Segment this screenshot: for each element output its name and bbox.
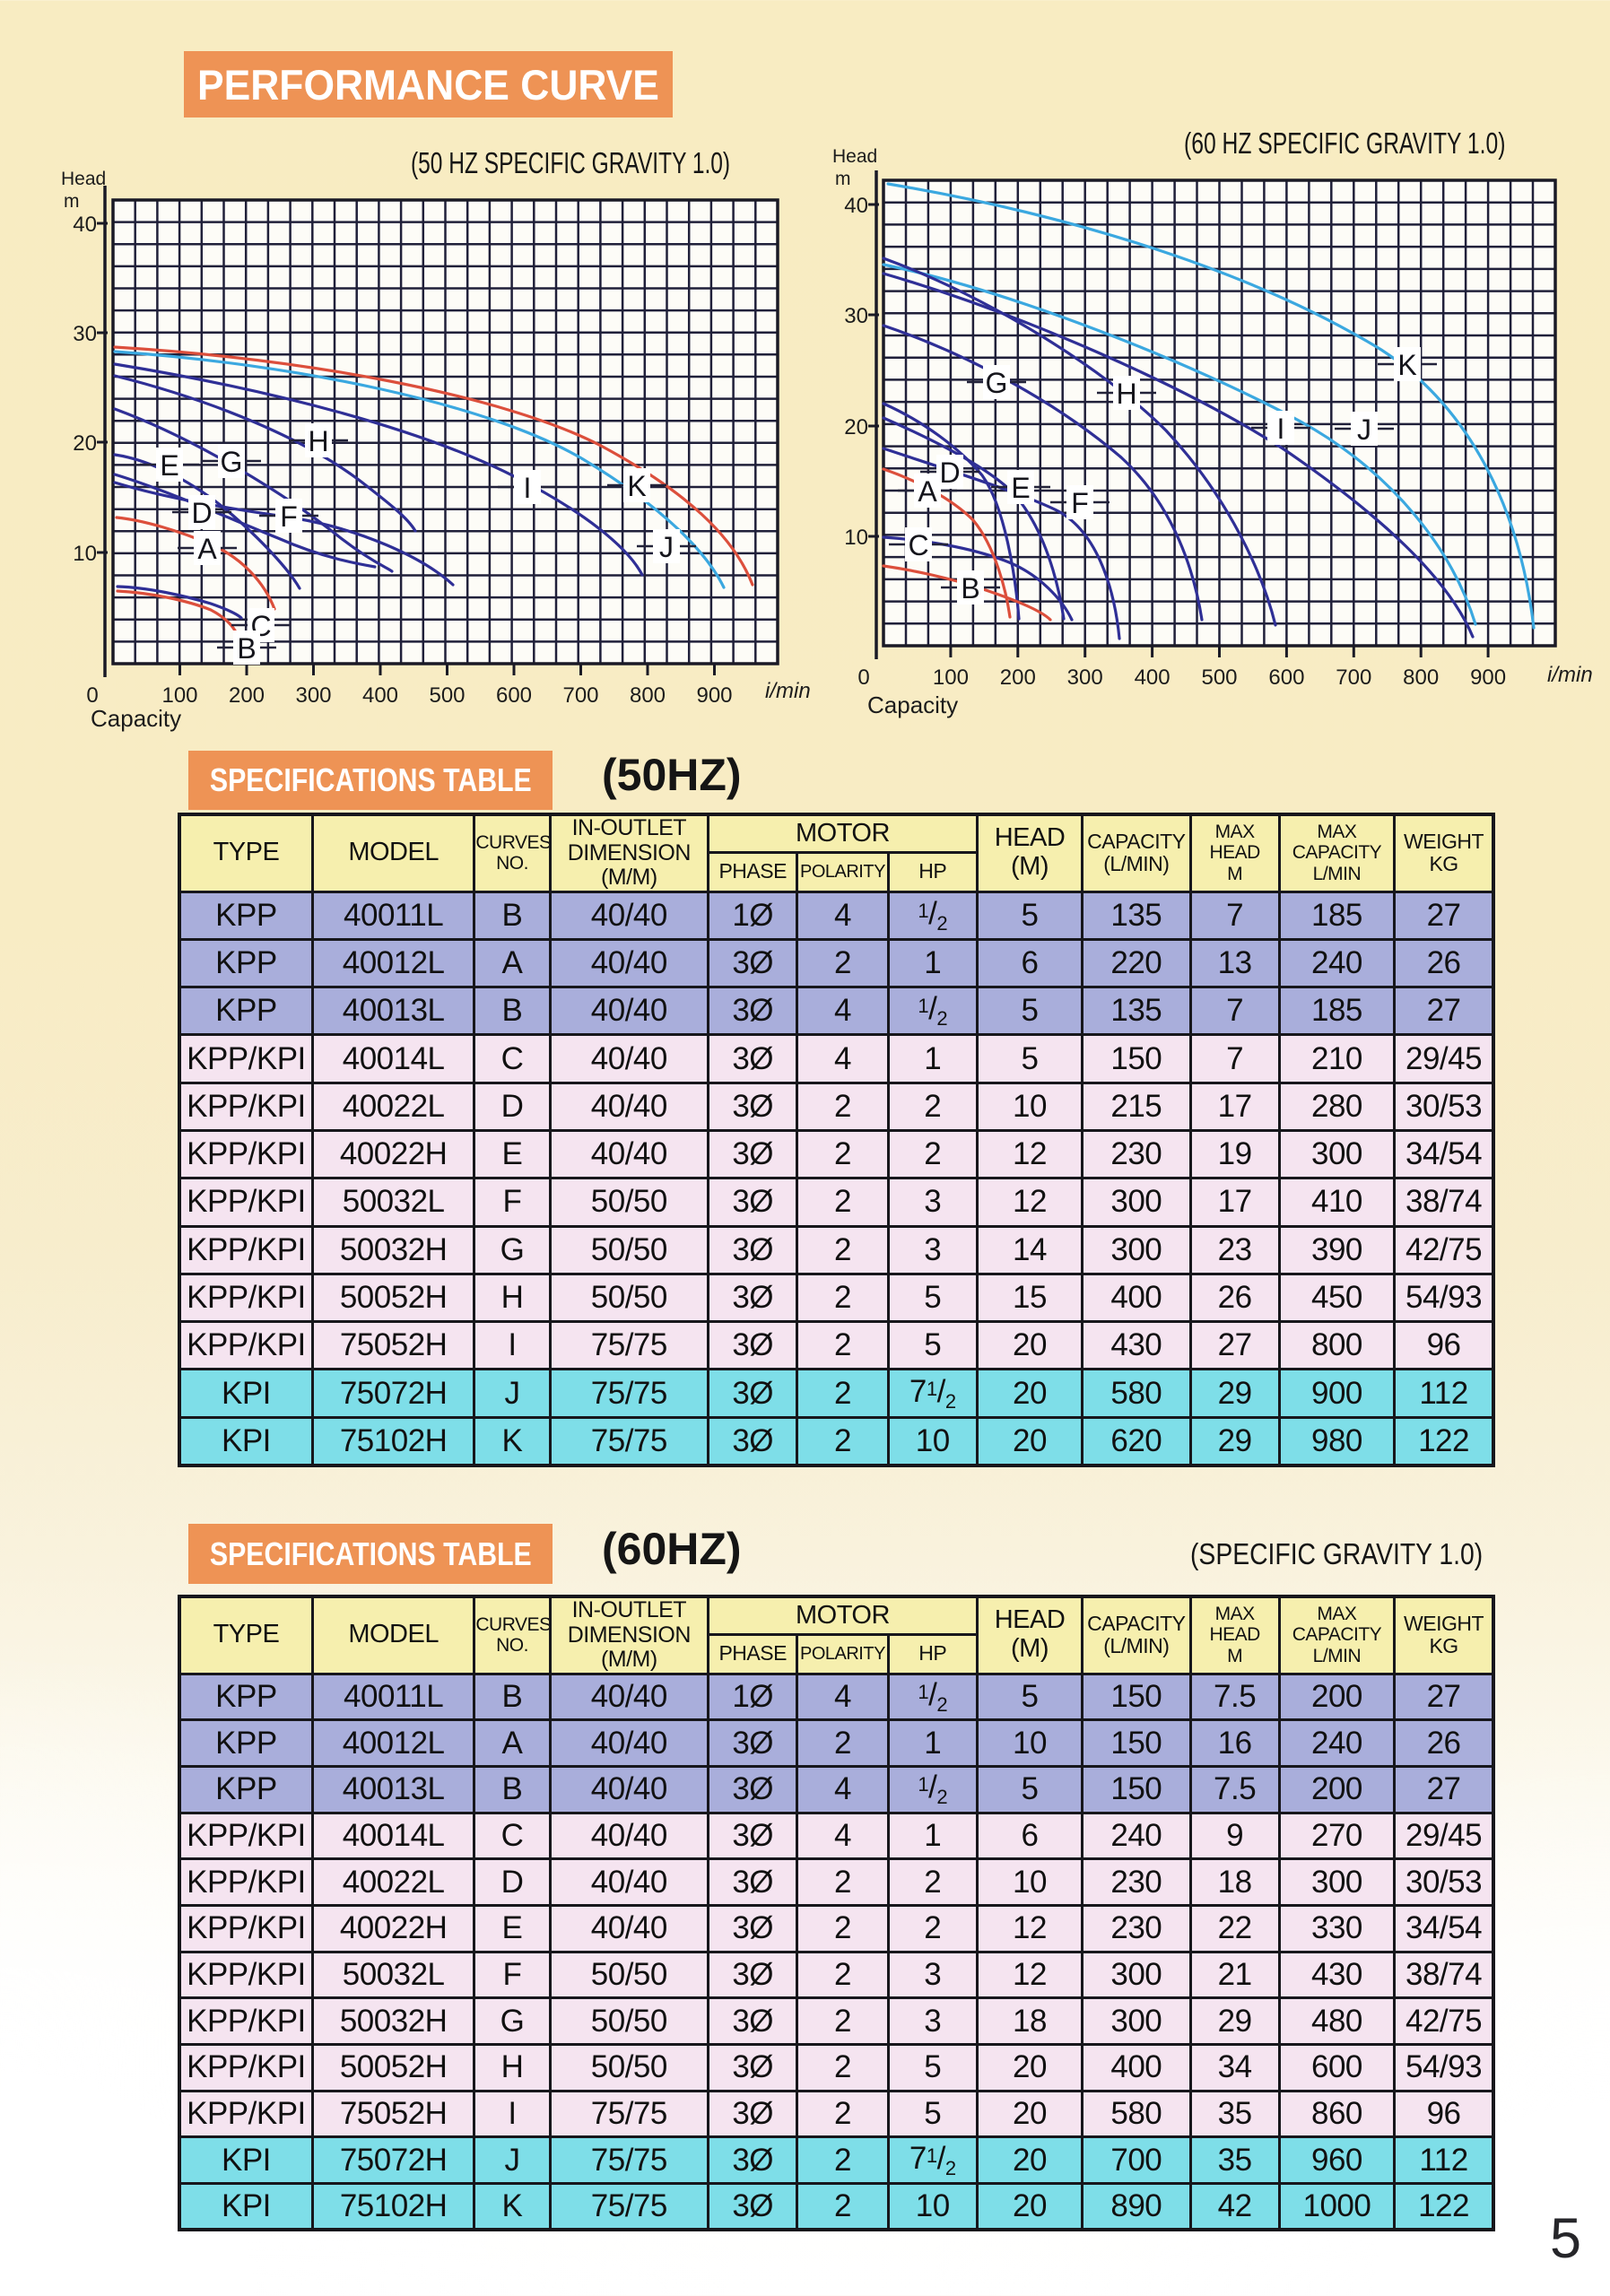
svg-text:200: 200	[229, 683, 265, 708]
svg-text:30: 30	[73, 322, 97, 346]
svg-text:800: 800	[630, 683, 666, 708]
svg-text:H: H	[308, 425, 328, 457]
svg-text:100: 100	[933, 665, 969, 690]
svg-text:G: G	[221, 446, 243, 478]
svg-text:20: 20	[73, 431, 97, 456]
svg-text:Head: Head	[61, 169, 106, 189]
svg-text:10: 10	[73, 542, 97, 566]
svg-text:B: B	[961, 572, 979, 604]
svg-text:300: 300	[295, 683, 331, 708]
svg-text:600: 600	[496, 683, 532, 708]
svg-text:m: m	[64, 191, 80, 212]
svg-text:D: D	[191, 497, 212, 529]
svg-text:300: 300	[1067, 665, 1103, 690]
svg-text:500: 500	[1201, 665, 1237, 690]
svg-text:F: F	[1071, 487, 1089, 519]
svg-text:A: A	[197, 533, 217, 565]
svg-text:40: 40	[73, 213, 97, 237]
svg-text:400: 400	[1135, 665, 1171, 690]
svg-text:100: 100	[161, 683, 197, 708]
svg-text:I: I	[1277, 413, 1285, 445]
svg-text:200: 200	[1000, 665, 1036, 690]
svg-text:i/min: i/min	[765, 679, 811, 703]
svg-text:800: 800	[1403, 665, 1439, 690]
svg-text:400: 400	[362, 683, 398, 708]
svg-text:700: 700	[562, 683, 598, 708]
svg-text:0: 0	[86, 683, 98, 708]
svg-text:0: 0	[857, 665, 869, 690]
svg-text:10: 10	[844, 526, 868, 550]
svg-text:G: G	[986, 367, 1008, 399]
svg-text:J: J	[1357, 413, 1371, 446]
svg-text:J: J	[659, 531, 674, 563]
svg-text:C: C	[908, 529, 928, 561]
svg-text:A: A	[918, 475, 937, 508]
svg-text:900: 900	[696, 683, 732, 708]
svg-text:I: I	[524, 472, 532, 504]
svg-text:Capacity: Capacity	[91, 705, 181, 732]
svg-text:i/min: i/min	[1547, 663, 1593, 687]
svg-text:30: 30	[844, 304, 868, 328]
svg-text:20: 20	[844, 415, 868, 439]
svg-text:B: B	[237, 632, 256, 665]
svg-text:E: E	[160, 449, 178, 482]
svg-text:500: 500	[429, 683, 465, 708]
svg-text:Capacity: Capacity	[867, 691, 958, 718]
svg-text:K: K	[1397, 349, 1416, 381]
svg-text:E: E	[1011, 472, 1030, 504]
svg-text:900: 900	[1470, 665, 1506, 690]
svg-text:Head: Head	[832, 146, 877, 167]
svg-text:K: K	[627, 470, 646, 502]
svg-text:H: H	[1116, 378, 1136, 410]
svg-text:F: F	[280, 500, 298, 533]
svg-text:700: 700	[1336, 665, 1371, 690]
svg-text:40: 40	[844, 194, 868, 218]
svg-text:m: m	[835, 169, 851, 189]
svg-text:600: 600	[1268, 665, 1304, 690]
svg-text:D: D	[939, 457, 960, 489]
